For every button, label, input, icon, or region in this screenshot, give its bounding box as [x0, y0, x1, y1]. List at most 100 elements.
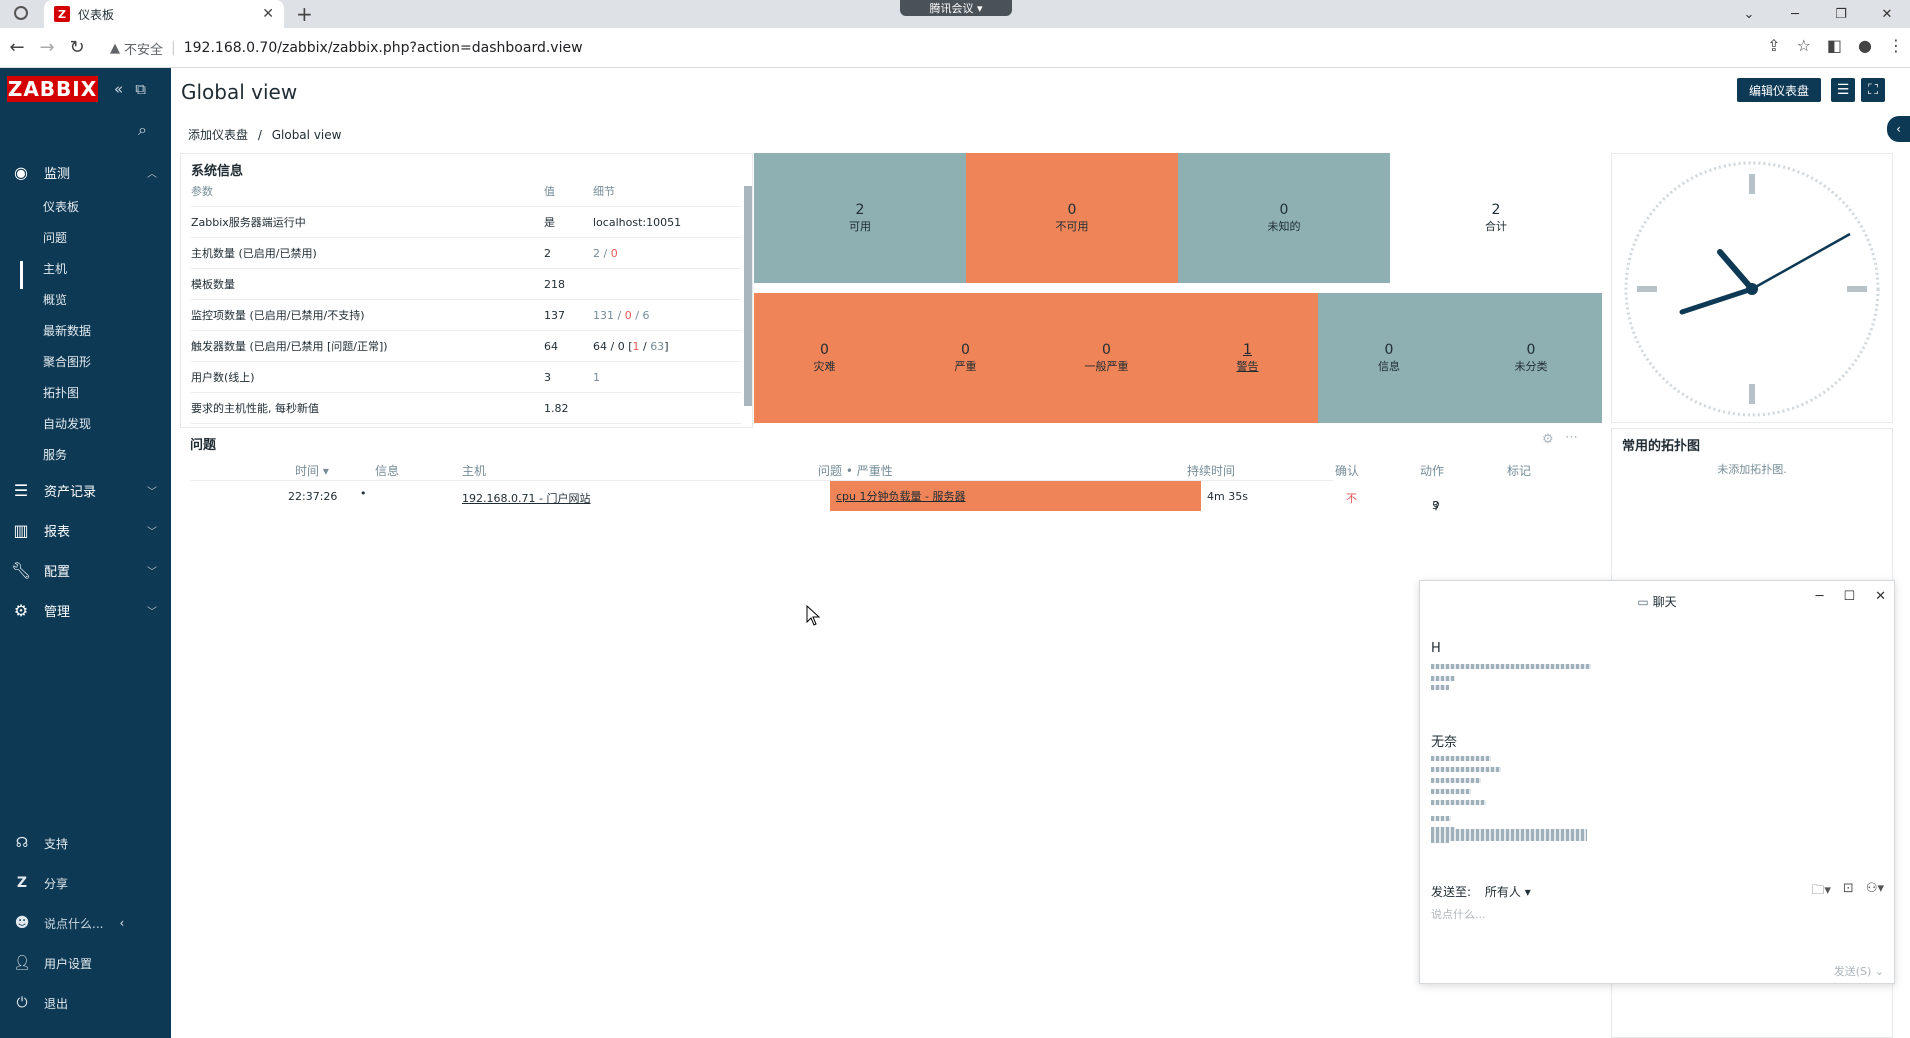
chat-toggle[interactable]: ☻ 说点什么... ‹ — [0, 908, 171, 938]
menu-administration[interactable]: ⚙ 管理 ﹀ — [0, 594, 171, 626]
problems-widget: 问题 ⚙ ⋯ 时间 ▾ 信息 主机 问题 • 严重性 持续时间 确认 动作 标记… — [180, 428, 1603, 1038]
problem-host-link[interactable]: 192.168.0.71 - 门户网站 — [462, 492, 591, 505]
address-bar: ← → ↻ ▲ 不安全 | 192.168.0.70/zabbix/zabbix.… — [0, 28, 1910, 68]
support-link[interactable]: ☊ 支持 — [0, 828, 171, 858]
severity-not-classified-tile[interactable]: 0 未分类 — [1514, 342, 1548, 373]
eye-icon: ◉ — [14, 162, 28, 182]
chat-input[interactable]: 说点什么... — [1431, 908, 1486, 921]
table-header: 参数 值 细节 — [191, 176, 741, 207]
host-unknown-tile[interactable]: 0 未知的 — [1178, 153, 1390, 283]
table-row: 触发器数量 (已启用/已禁用 [问题/正常]) 64 64 / 0 [1 / 6… — [191, 331, 741, 362]
collapse-sidebar-icon[interactable]: « — [114, 80, 124, 98]
problem-time[interactable]: 22:37:26 — [288, 490, 338, 503]
minute-hand — [1679, 286, 1755, 315]
profile-icon[interactable]: ● — [1858, 36, 1872, 55]
share-icon[interactable]: ⇪ — [1767, 36, 1781, 55]
menu-item-hosts[interactable]: 主机 — [43, 262, 68, 276]
problem-ack-link[interactable]: 不 — [1346, 492, 1357, 505]
menu-configuration[interactable]: 🔧︎ 配置 ﹀ — [10, 560, 157, 580]
bookmark-star-icon[interactable]: ☆ — [1796, 36, 1811, 55]
meeting-badge[interactable]: 腾讯会议 ▾ — [900, 0, 1012, 16]
table-row: 模板数量 218 — [191, 269, 741, 300]
breadcrumb-add-dashboard[interactable]: 添加仪表盘 — [188, 128, 249, 142]
menu-item-screens[interactable]: 聚合图形 — [43, 355, 92, 369]
problem-dot-icon: • — [360, 487, 367, 500]
url-text: 192.168.0.70/zabbix/zabbix.php?action=da… — [183, 40, 583, 56]
chat-close-icon[interactable]: ✕ — [1875, 589, 1886, 604]
fullscreen-icon[interactable]: ⛶ — [1861, 78, 1885, 102]
menu-item-discovery[interactable]: 自动发现 — [43, 417, 92, 431]
menu-monitoring[interactable]: ◉ 监测 ︿ — [0, 156, 171, 188]
url-field[interactable]: ▲ 不安全 | 192.168.0.70/zabbix/zabbix.php?ac… — [110, 40, 583, 58]
browser-tab[interactable]: Z 仪表板 ✕ — [44, 0, 284, 28]
menu-inventory[interactable]: ☰ 资产记录 ﹀ — [0, 474, 171, 506]
host-unavailable-tile[interactable]: 0 不可用 — [966, 153, 1178, 283]
side-panel-icon[interactable]: ◧ — [1826, 36, 1843, 55]
severity-disaster-tile[interactable]: 0 灾难 — [813, 342, 836, 373]
menu-reports[interactable]: ▥ 报表 ﹀ — [0, 514, 171, 546]
widget-more-icon[interactable]: ⋯ — [1565, 430, 1578, 445]
sort-time-header[interactable]: 时间 ▾ — [295, 464, 329, 478]
host-available-tile[interactable]: 2 可用 — [754, 153, 966, 283]
browser-menu-icon[interactable]: ⋮ — [1888, 36, 1904, 55]
severity-information-tile[interactable]: 0 信息 — [1378, 342, 1400, 373]
tab-search-icon[interactable]: ⌄ — [1743, 6, 1755, 22]
chat-message-blurred — [1431, 789, 1471, 794]
breadcrumb-global-view[interactable]: Global view — [271, 128, 342, 142]
user-select-icon[interactable]: ⚇▾ — [1865, 881, 1884, 896]
severity-high-tile[interactable]: 0 严重 — [954, 342, 977, 373]
host-total-tile[interactable]: 2 合计 — [1390, 153, 1602, 283]
chat-maximize-icon[interactable]: ☐ — [1843, 589, 1856, 604]
page-title: Global view — [181, 80, 298, 104]
forward-icon[interactable]: → — [39, 37, 55, 58]
folder-icon[interactable]: 🗀▾ — [1811, 883, 1831, 898]
chat-title: ▭ 聊天 — [1637, 595, 1677, 609]
problem-severity-cell[interactable]: cpu 1分钟负载量 - 服务器 — [830, 481, 1201, 511]
menu-item-dashboard[interactable]: 仪表板 — [43, 200, 80, 214]
reload-icon[interactable]: ↻ — [69, 37, 85, 58]
search-icon[interactable]: ⌕ — [138, 120, 147, 139]
new-tab-icon[interactable]: + — [296, 2, 313, 26]
sidebar: ZABBIX « ⧉ ⌕ ◉ 监测 ︿ 仪表板 问题 主机 概览 最新数据 聚合… — [0, 68, 171, 1038]
menu-item-problems[interactable]: 问题 — [43, 231, 68, 245]
edit-dashboard-button[interactable]: 编辑仪表盘 — [1737, 78, 1821, 102]
menu-item-services[interactable]: 服务 — [43, 448, 68, 462]
problem-duration: 4m 35s — [1207, 490, 1248, 503]
severity-grey-group — [1318, 293, 1602, 423]
browser-profile-icon[interactable] — [14, 6, 28, 20]
kiosk-icon[interactable]: ⧉ — [135, 80, 146, 98]
zabbix-logo[interactable]: ZABBIX — [7, 76, 98, 102]
chat-message-blurred — [1431, 816, 1451, 821]
restore-icon[interactable]: ❐ — [1835, 6, 1847, 22]
hour-hand — [1717, 249, 1755, 292]
menu-item-overview[interactable]: 概览 — [43, 293, 68, 307]
main-content: Global view 编辑仪表盘 ☰ ⛶ ‹ 添加仪表盘 / Global v… — [171, 68, 1910, 1038]
back-icon[interactable]: ← — [9, 37, 25, 58]
header-info: 信息 — [375, 464, 400, 478]
user-settings-link[interactable]: 👤︎ 用户设置 — [13, 955, 93, 971]
widget-scrollbar[interactable] — [744, 186, 752, 406]
gear-icon: ⚙ — [13, 600, 29, 620]
menu-item-maps[interactable]: 拓扑图 — [43, 386, 80, 400]
analog-clock — [1624, 161, 1880, 417]
not-secure-indicator[interactable]: ▲ 不安全 — [110, 40, 164, 58]
dashboard-list-icon[interactable]: ☰ — [1831, 78, 1855, 102]
share-link[interactable]: Z 分享 — [0, 868, 171, 898]
tab-close-icon[interactable]: ✕ — [262, 6, 274, 22]
severity-average-tile[interactable]: 0 一般严重 — [1084, 342, 1129, 373]
widget-settings-icon[interactable]: ⚙ — [1542, 432, 1554, 447]
user-icon: 👤︎ — [13, 955, 31, 971]
chat-minimize-icon[interactable]: ─ — [1815, 589, 1824, 604]
send-to-dropdown[interactable]: 所有人 ▾ — [1484, 885, 1531, 899]
expand-panel-icon[interactable]: ‹ — [1887, 116, 1910, 142]
chat-message-blurred — [1431, 685, 1449, 690]
clock-hour-marks — [1637, 174, 1867, 404]
screenshot-icon[interactable]: ⊡ — [1842, 881, 1854, 896]
chat-send-button[interactable]: 发送(S) ⌄ — [1833, 965, 1884, 978]
warning-icon: ▲ — [110, 40, 120, 56]
menu-item-latest-data[interactable]: 最新数据 — [43, 324, 92, 338]
severity-warning-tile[interactable]: 1 警告 — [1236, 342, 1259, 373]
minimize-icon[interactable]: ─ — [1791, 6, 1799, 22]
close-window-icon[interactable]: ✕ — [1881, 6, 1893, 22]
sign-out-link[interactable]: ⏻ 退出 — [0, 988, 171, 1018]
